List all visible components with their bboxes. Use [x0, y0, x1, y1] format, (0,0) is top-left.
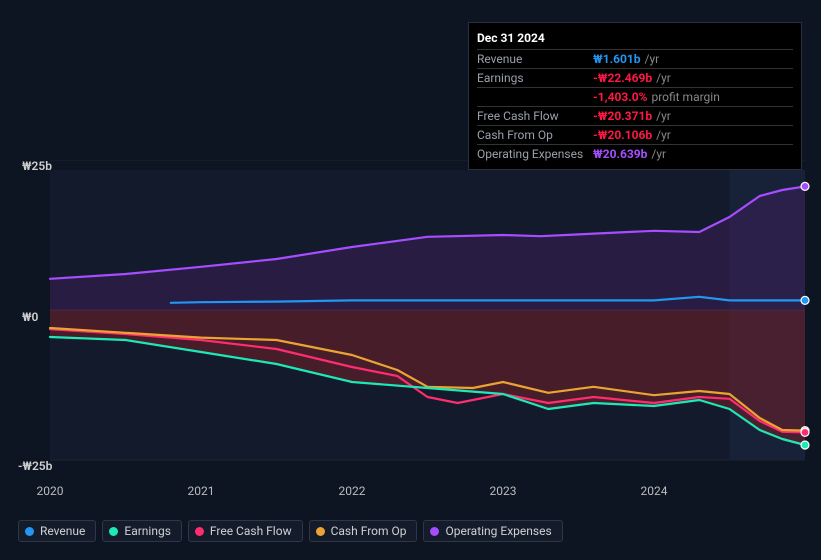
tooltip-suffix: /yr: [656, 127, 671, 143]
tooltip-label: Operating Expenses: [477, 146, 593, 162]
legend-label: Cash From Op: [331, 524, 407, 538]
tooltip-row: -1,403.0%profit margin: [477, 87, 793, 106]
tooltip-row: Cash From Op-₩20.106b/yr: [477, 125, 793, 144]
tooltip-value: -₩20.106b: [593, 127, 652, 143]
tooltip-label: Revenue: [477, 51, 593, 67]
tooltip-suffix: /yr: [656, 108, 671, 124]
legend: Revenue Earnings Free Cash Flow Cash From O…: [18, 520, 563, 542]
tooltip-date: Dec 31 2024: [477, 29, 793, 49]
tooltip-label: Free Cash Flow: [477, 108, 593, 124]
chart-area[interactable]: [0, 160, 821, 480]
tooltip-suffix: profit margin: [651, 89, 719, 105]
legend-item[interactable]: Cash From Op: [309, 520, 418, 542]
legend-item[interactable]: Revenue: [18, 520, 96, 542]
tooltip-row: Revenue₩1.601b/yr: [477, 49, 793, 68]
tooltip-suffix: /yr: [651, 146, 666, 162]
tooltip-label: Earnings: [477, 70, 593, 86]
legend-swatch: [430, 527, 439, 536]
x-tick: 2023: [490, 484, 517, 498]
legend-label: Free Cash Flow: [210, 524, 292, 538]
legend-swatch: [195, 527, 204, 536]
data-tooltip: Dec 31 2024 Revenue₩1.601b/yrEarnings-₩2…: [468, 22, 802, 170]
x-tick: 2024: [641, 484, 668, 498]
tooltip-label: Cash From Op: [477, 127, 593, 143]
legend-swatch: [25, 527, 34, 536]
tooltip-label: [477, 89, 593, 105]
tooltip-value: -₩22.469b: [593, 70, 652, 86]
legend-item[interactable]: Operating Expenses: [423, 520, 562, 542]
tooltip-value: -₩20.371b: [593, 108, 652, 124]
x-tick: 2021: [188, 484, 215, 498]
legend-item[interactable]: Free Cash Flow: [188, 520, 303, 542]
legend-item[interactable]: Earnings: [102, 520, 182, 542]
tooltip-suffix: /yr: [656, 70, 671, 86]
legend-label: Revenue: [40, 524, 85, 538]
tooltip-row: Operating Expenses₩20.639b/yr: [477, 144, 793, 163]
x-tick: 2022: [339, 484, 366, 498]
tooltip-value: ₩20.639b: [593, 146, 647, 162]
tooltip-row: Free Cash Flow-₩20.371b/yr: [477, 106, 793, 125]
tooltip-value: ₩1.601b: [593, 51, 641, 67]
legend-swatch: [109, 527, 118, 536]
legend-label: Operating Expenses: [445, 524, 551, 538]
tooltip-suffix: /yr: [645, 51, 660, 67]
tooltip-value: -1,403.0%: [593, 89, 647, 105]
x-tick: 2020: [37, 484, 64, 498]
tooltip-row: Earnings-₩22.469b/yr: [477, 68, 793, 87]
legend-swatch: [316, 527, 325, 536]
legend-label: Earnings: [124, 524, 171, 538]
